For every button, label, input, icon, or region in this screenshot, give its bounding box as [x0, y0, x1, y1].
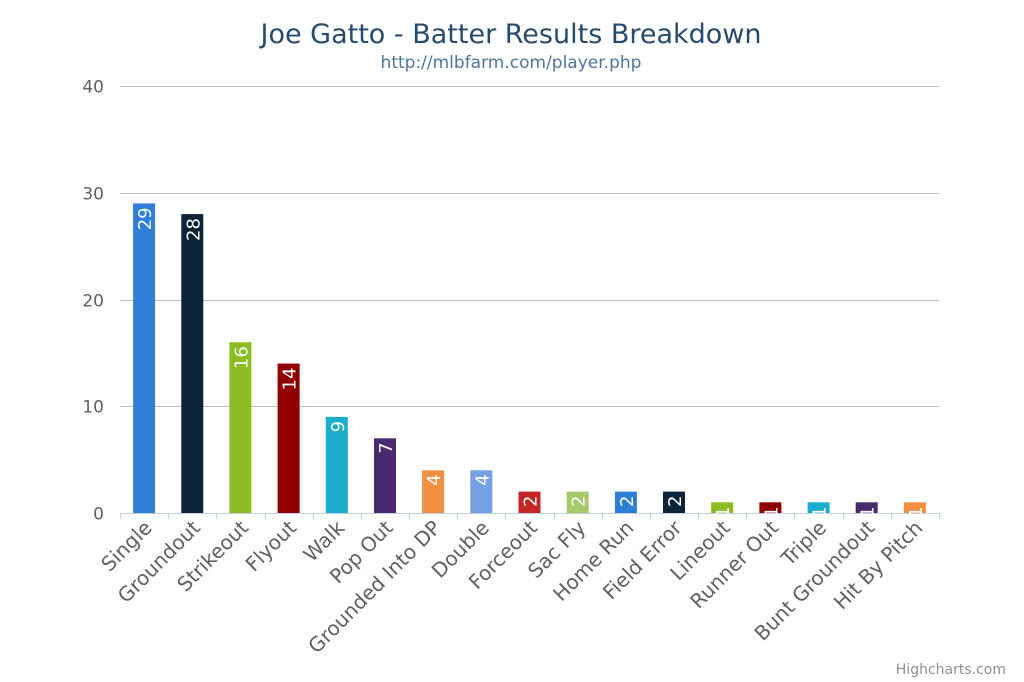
chart-title: Joe Gatto - Batter Results Breakdown [258, 19, 761, 50]
bar[interactable] [759, 502, 782, 513]
bar[interactable] [855, 502, 878, 513]
data-label: 7 [376, 442, 397, 453]
bar[interactable] [903, 502, 926, 513]
data-label: 1 [810, 506, 831, 517]
y-tick-label: 30 [82, 185, 104, 205]
y-tick-label: 40 [82, 78, 104, 98]
data-label: 2 [521, 496, 542, 507]
bar[interactable] [470, 470, 493, 513]
data-label: 2 [665, 496, 686, 507]
bar[interactable] [807, 502, 830, 513]
data-label: 14 [280, 368, 301, 391]
y-tick-label: 20 [82, 292, 104, 312]
chart-subtitle: http://mlbfarm.com/player.php [381, 53, 642, 73]
x-tick-label: Flyout [241, 515, 302, 576]
data-label: 2 [617, 496, 638, 507]
bar[interactable] [614, 491, 637, 513]
data-label: 1 [713, 506, 734, 517]
credits-link[interactable]: Highcharts.com [896, 662, 1006, 678]
data-label: 9 [328, 421, 349, 432]
bar[interactable] [229, 342, 252, 513]
bar[interactable] [374, 438, 396, 513]
bar[interactable] [181, 214, 204, 513]
data-label: 1 [761, 506, 782, 517]
y-tick-label: 0 [93, 505, 104, 525]
bar[interactable] [422, 470, 445, 513]
bar[interactable] [277, 363, 300, 513]
grid-lines [120, 86, 939, 407]
data-label: 4 [424, 474, 445, 485]
data-label: 16 [231, 346, 252, 369]
bars: 29 28 16 14 9 7 4 4 2 2 2 2 1 1 1 1 1 [133, 203, 927, 518]
bar[interactable] [133, 203, 156, 513]
bar[interactable] [518, 491, 541, 513]
data-label: 1 [858, 506, 879, 517]
data-label: 28 [183, 218, 204, 241]
y-axis-ticks: 0 10 20 30 40 [82, 78, 104, 525]
data-label: 29 [135, 207, 156, 230]
bar[interactable] [566, 491, 589, 513]
data-label: 1 [906, 506, 927, 517]
bar[interactable] [663, 491, 685, 513]
bar[interactable] [711, 502, 734, 513]
bar[interactable] [325, 416, 348, 513]
data-label: 4 [472, 474, 493, 485]
data-label: 2 [569, 496, 590, 507]
y-tick-label: 10 [82, 398, 104, 418]
